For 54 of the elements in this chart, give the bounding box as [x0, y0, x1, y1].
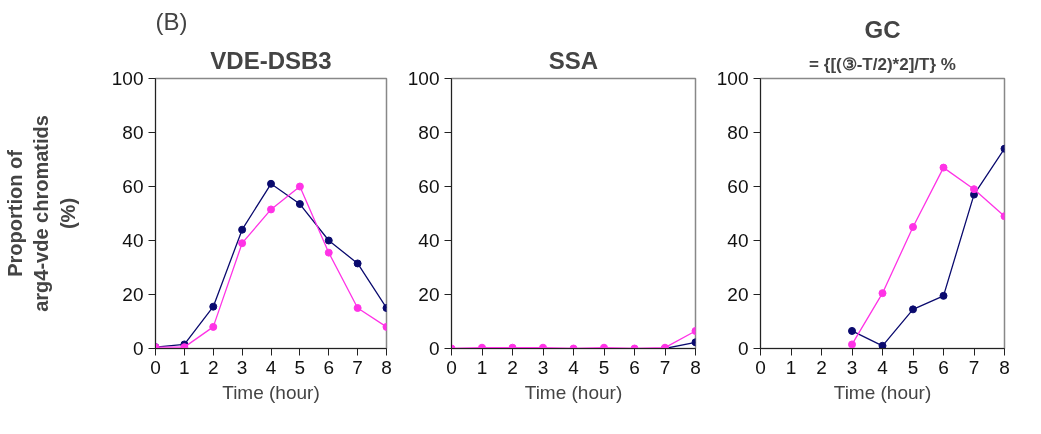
x-tick-label: 3 [537, 356, 549, 378]
y-tick-label: 20 [727, 284, 749, 305]
x-tick-label: 3 [236, 356, 248, 378]
x-tick-label: 5 [598, 356, 610, 378]
x-tick-label: 1 [476, 356, 488, 378]
y-tick-label: 60 [122, 176, 144, 197]
x-axis-title: Time (hour) [833, 381, 932, 403]
x-tick-label: 6 [938, 356, 949, 378]
y-tick-label: 0 [132, 338, 144, 359]
x-tick-label: 1 [785, 356, 797, 378]
y-tick-label: 40 [727, 230, 749, 251]
x-tick-label: 2 [816, 356, 827, 378]
x-tick-label: 1 [179, 356, 190, 378]
text: (B) [155, 7, 188, 35]
y-tick-label: 60 [727, 176, 749, 197]
y-tick-label: 80 [727, 122, 749, 143]
x-tick-label: 8 [999, 356, 1010, 378]
x-tick-label: 5 [907, 356, 919, 378]
y-tick-label: 100 [716, 68, 749, 89]
y-tick-label: 80 [418, 122, 440, 143]
x-tick-label: 6 [629, 356, 640, 378]
x-tick-label: 8 [690, 356, 701, 378]
x-tick-label: 4 [265, 356, 277, 378]
x-tick-label: 7 [659, 356, 671, 378]
y-tick-label: 80 [122, 122, 144, 143]
chart-title: SSA [548, 46, 599, 74]
x-tick-label: 4 [568, 356, 580, 378]
x-axis-title: Time (hour) [524, 381, 623, 403]
y-tick-label: 60 [418, 176, 440, 197]
x-tick-label: 3 [846, 356, 858, 378]
x-tick-label: 6 [323, 356, 335, 378]
y-tick-label: 20 [122, 284, 144, 305]
x-tick-label: 2 [207, 356, 219, 378]
x-tick-label: 7 [352, 356, 363, 378]
x-tick-label: 8 [381, 356, 392, 378]
y-tick-label: 0 [737, 338, 749, 359]
x-tick-label: 0 [755, 356, 766, 378]
y-axis-title: Proportion of arg4-vde chromatids (%) [4, 115, 79, 312]
y-tick-label: 40 [418, 230, 440, 251]
chart-subtitle: = {[(③-T/2)*2]/T} % [809, 54, 956, 74]
chart-title: VDE-DSB3 [210, 46, 332, 74]
x-tick-label: 2 [507, 356, 518, 378]
x-axis-title: Time (hour) [222, 381, 320, 403]
y-tick-label: 20 [418, 284, 440, 305]
x-tick-label: 7 [968, 356, 980, 378]
y-tick-label: 40 [122, 230, 144, 251]
x-tick-label: 4 [877, 356, 889, 378]
x-tick-label: 5 [294, 356, 306, 378]
x-tick-label: 0 [446, 356, 457, 378]
y-tick-label: 100 [111, 68, 144, 89]
x-tick-label: 0 [150, 356, 161, 378]
y-tick-label: 0 [428, 338, 440, 359]
chart-title: GC [864, 15, 901, 43]
y-tick-label: 100 [407, 68, 440, 89]
